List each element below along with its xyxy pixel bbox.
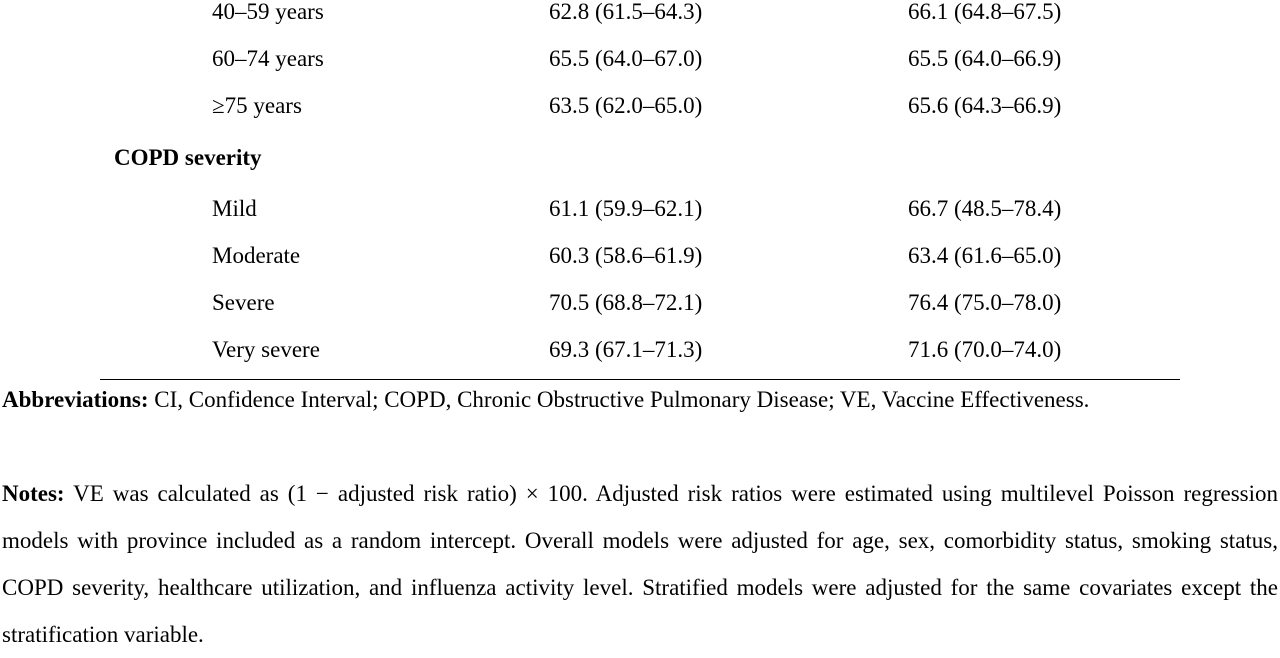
notes-footnote: Notes: VE was calculated as (1 − adjuste… (2, 470, 1278, 658)
table-row: ≥75 years 63.5 (62.0–65.0) 65.6 (64.3–66… (0, 91, 1280, 121)
notes-label: Notes: (2, 481, 65, 506)
ve-value-col1: 61.1 (59.9–62.1) (549, 196, 703, 221)
row-label: Very severe (212, 337, 320, 362)
ve-value-col2: 66.1 (64.8–67.5) (908, 0, 1062, 24)
ve-value-col1: 60.3 (58.6–61.9) (549, 243, 703, 268)
row-label: Moderate (212, 243, 301, 268)
ve-value-col2: 63.4 (61.6–65.0) (908, 243, 1062, 268)
abbreviations-text: CI, Confidence Interval; COPD, Chronic O… (148, 387, 1090, 412)
row-label: Severe (212, 290, 275, 315)
abbreviations-label: Abbreviations: (2, 387, 149, 412)
table-row: Mild 61.1 (59.9–62.1) 66.7 (48.5–78.4) (0, 194, 1280, 224)
table-row: 40–59 years 62.8 (61.5–64.3) 66.1 (64.8–… (0, 0, 1280, 27)
table-row: Very severe 69.3 (67.1–71.3) 71.6 (70.0–… (0, 335, 1280, 365)
abbreviations-footnote: Abbreviations: CI, Confidence Interval; … (2, 376, 1278, 423)
copd-severity-heading: COPD severity (114, 145, 262, 170)
ve-value-col2: 71.6 (70.0–74.0) (908, 337, 1062, 362)
table-row: Severe 70.5 (68.8–72.1) 76.4 (75.0–78.0) (0, 288, 1280, 318)
ve-value-col1: 70.5 (68.8–72.1) (549, 290, 703, 315)
table-bottom-rule (100, 379, 1180, 380)
ve-value-col1: 62.8 (61.5–64.3) (549, 0, 703, 24)
ve-value-col1: 69.3 (67.1–71.3) (549, 337, 703, 362)
ve-value-col2: 65.6 (64.3–66.9) (908, 93, 1062, 118)
ve-value-col1: 63.5 (62.0–65.0) (549, 93, 703, 118)
row-label: ≥75 years (212, 93, 302, 118)
ve-value-col2: 66.7 (48.5–78.4) (908, 196, 1062, 221)
table-row: Moderate 60.3 (58.6–61.9) 63.4 (61.6–65.… (0, 241, 1280, 271)
row-label: 40–59 years (212, 0, 324, 24)
ve-value-col2: 65.5 (64.0–66.9) (908, 46, 1062, 71)
row-label: Mild (212, 196, 257, 221)
ve-value-col1: 65.5 (64.0–67.0) (549, 46, 703, 71)
table-row: 60–74 years 65.5 (64.0–67.0) 65.5 (64.0–… (0, 44, 1280, 74)
notes-text: VE was calculated as (1 − adjusted risk … (2, 481, 1278, 647)
row-label: 60–74 years (212, 46, 324, 71)
ve-value-col2: 76.4 (75.0–78.0) (908, 290, 1062, 315)
